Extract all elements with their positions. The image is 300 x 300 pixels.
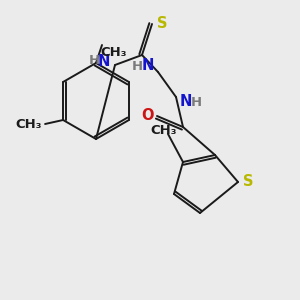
Text: S: S <box>243 175 253 190</box>
Text: H: H <box>190 95 202 109</box>
Text: N: N <box>98 53 110 68</box>
Text: H: H <box>131 59 142 73</box>
Text: H: H <box>88 55 100 68</box>
Text: CH₃: CH₃ <box>16 118 42 130</box>
Text: N: N <box>180 94 192 110</box>
Text: O: O <box>142 109 154 124</box>
Text: CH₃: CH₃ <box>101 46 127 59</box>
Text: N: N <box>142 58 154 74</box>
Text: CH₃: CH₃ <box>151 124 177 136</box>
Text: S: S <box>157 16 167 32</box>
